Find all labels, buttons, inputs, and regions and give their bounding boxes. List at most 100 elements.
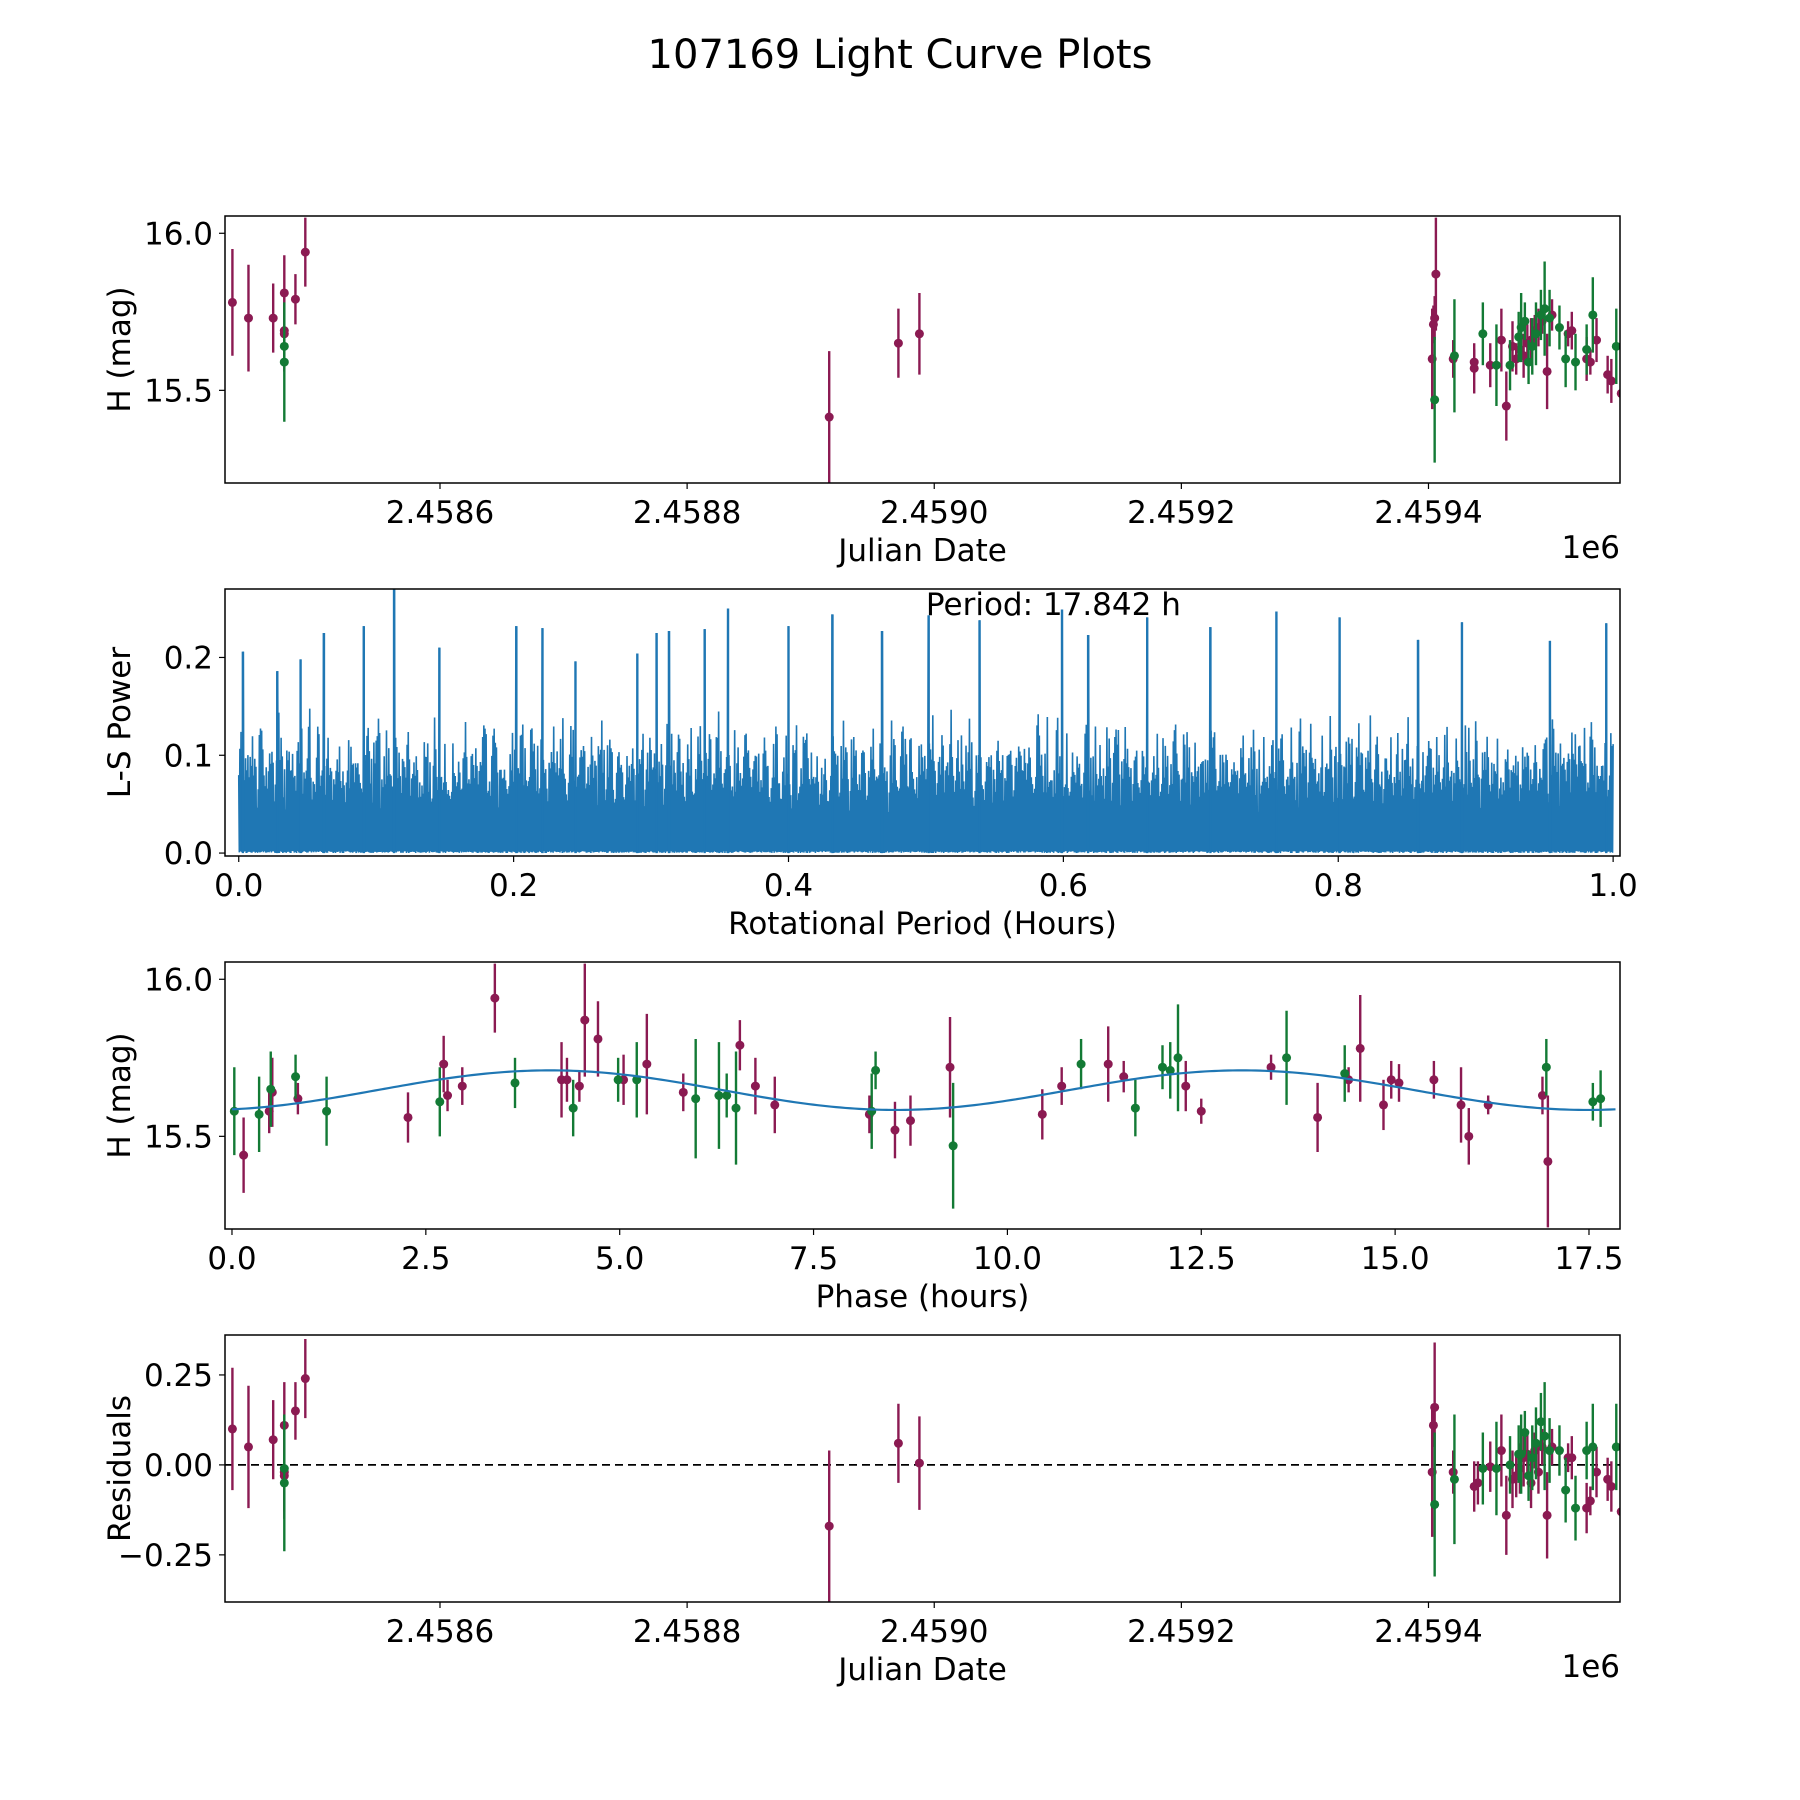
data-point-band_o — [1543, 1095, 1553, 1228]
data-point-band_o — [824, 351, 834, 483]
y-tick-label: 16.0 — [144, 216, 213, 252]
x-tick-label: 0.4 — [764, 868, 813, 904]
x-tick-label: 2.4586 — [386, 495, 494, 531]
data-point-band_o — [562, 1057, 572, 1102]
marker — [1464, 1131, 1474, 1141]
data-point-band_o — [1606, 358, 1616, 403]
data-point-band_c — [1540, 261, 1550, 356]
marker — [642, 1059, 652, 1069]
x-tick-label: 2.4590 — [880, 495, 988, 531]
marker — [1561, 1485, 1571, 1495]
data-point-band_o — [893, 1403, 903, 1483]
x-tick-label: 10.0 — [973, 1241, 1042, 1277]
marker — [300, 247, 310, 257]
marker — [1541, 1062, 1551, 1072]
y-tick-label: 15.5 — [144, 373, 213, 409]
data-point-band_c — [279, 302, 289, 422]
marker — [1582, 345, 1592, 354]
marker — [1386, 1075, 1396, 1085]
marker — [1542, 1510, 1552, 1520]
x-axis-label: Julian Date — [836, 533, 1007, 569]
marker — [1057, 1081, 1067, 1091]
marker — [1585, 1496, 1595, 1506]
marker — [291, 1072, 301, 1082]
marker — [1173, 1053, 1183, 1063]
y-axis-label: H (mag) — [102, 1032, 138, 1158]
marker — [403, 1112, 413, 1122]
data-point-band_c — [1505, 1436, 1515, 1494]
marker — [1527, 341, 1537, 351]
marker — [1469, 363, 1479, 373]
data-point-band_o — [1485, 343, 1495, 388]
data-point-band_o — [1355, 994, 1365, 1102]
y-tick-label: 0.00 — [144, 1448, 213, 1484]
x-tick-label: 2.4592 — [1127, 1614, 1235, 1650]
data-point-band_c — [1571, 333, 1581, 391]
data-point-band_o — [1103, 1026, 1113, 1102]
x-tick-label: 0.8 — [1314, 868, 1363, 904]
marker — [268, 313, 278, 323]
marker — [1266, 1062, 1276, 1072]
marker — [824, 1521, 834, 1531]
data-point-band_o — [1448, 1450, 1458, 1494]
data-point-band_c — [1173, 1004, 1183, 1112]
marker — [243, 313, 253, 323]
data-point-band_o — [1585, 1486, 1595, 1516]
x-axis-label: Julian Date — [836, 1652, 1007, 1688]
marker — [1606, 376, 1616, 386]
y-tick-label: 0.1 — [164, 738, 213, 774]
marker — [1394, 1078, 1404, 1088]
plot-area — [229, 963, 1616, 1228]
data-point-band_c — [1536, 1392, 1546, 1451]
marker — [1588, 1097, 1598, 1107]
marker — [1567, 326, 1577, 336]
data-point-band_o — [1464, 1108, 1474, 1165]
x-tick-label: 1.0 — [1588, 868, 1637, 904]
data-point-band_o — [490, 963, 500, 1033]
marker — [948, 1141, 958, 1151]
data-point-band_c — [254, 1076, 264, 1153]
marker — [1181, 1081, 1191, 1091]
marker — [1313, 1112, 1323, 1122]
marker — [1282, 1053, 1292, 1063]
marker — [1430, 1499, 1440, 1509]
residuals-panel: 2.4586 2.4588 2.4590 2.4592 2.4594 −0.25 0.00 0… — [102, 1334, 1621, 1688]
data-point-band_o — [1496, 1414, 1506, 1487]
marker — [1355, 1043, 1365, 1053]
data-point-band_o — [268, 1400, 278, 1480]
marker — [1542, 366, 1552, 376]
marker — [1520, 1428, 1530, 1438]
marker — [770, 1100, 780, 1110]
period-annotation: Period: 17.842 h — [926, 587, 1181, 623]
marker — [1571, 1503, 1581, 1513]
marker — [914, 1458, 924, 1468]
marker — [890, 1125, 900, 1135]
data-point-band_o — [1585, 349, 1595, 375]
marker — [1554, 1446, 1564, 1456]
data-point-band_c — [613, 1057, 623, 1102]
data-point-band_c — [1611, 308, 1620, 385]
x-tick-label: 17.5 — [1554, 1241, 1623, 1277]
marker — [1516, 1449, 1526, 1459]
data-point-band_c — [1340, 1045, 1350, 1102]
marker — [1478, 1464, 1488, 1473]
data-point-band_o — [1469, 343, 1479, 394]
marker — [1611, 1442, 1620, 1452]
data-point-band_c — [1545, 1418, 1555, 1483]
data-point-band_o — [1378, 1079, 1388, 1131]
data-point-band_o — [914, 292, 924, 375]
data-point-band_c — [1611, 1403, 1620, 1491]
x-tick-label: 2.4592 — [1127, 495, 1235, 531]
x-tick-label: 2.4586 — [386, 1614, 494, 1650]
marker — [254, 1109, 264, 1119]
data-point-band_c — [1561, 1457, 1571, 1523]
data-point-band_o — [1501, 371, 1511, 441]
y-tick-label: −0.25 — [118, 1538, 213, 1574]
data-point-band_o — [1431, 217, 1441, 331]
data-point-band_o — [1542, 1472, 1552, 1559]
data-point-band_o — [1057, 1067, 1067, 1105]
marker — [1527, 1453, 1537, 1463]
marker — [1485, 360, 1495, 370]
marker — [1524, 1471, 1534, 1481]
